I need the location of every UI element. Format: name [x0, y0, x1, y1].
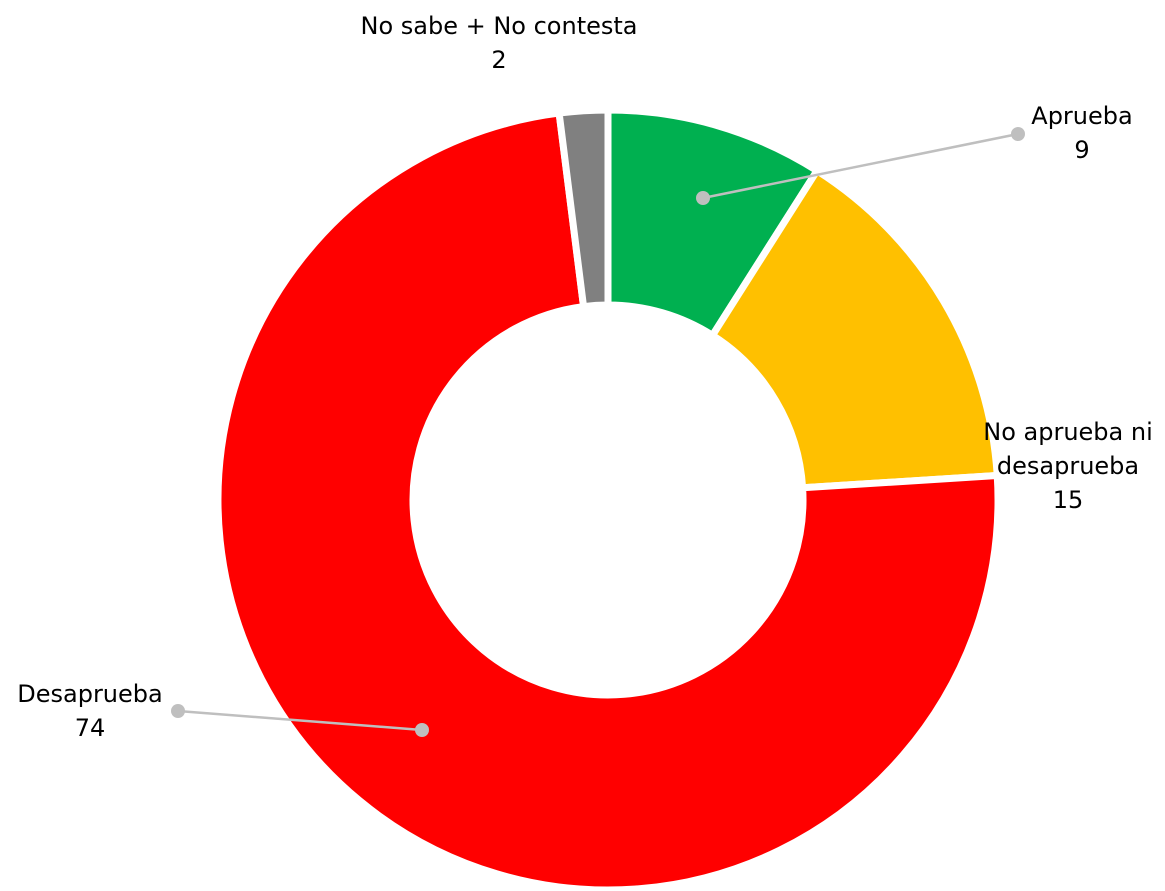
leader-lines — [171, 127, 1025, 737]
category-label-aprueba: Aprueba — [1031, 102, 1132, 130]
value-label-no-aprueba-ni-desaprueba: 15 — [1053, 486, 1084, 514]
value-label-no-sabe-no-contesta: 2 — [491, 46, 506, 74]
leader-dot-aprueba-end — [696, 191, 710, 205]
label-no-sabe-no-contesta: No sabe + No contesta 2 — [361, 12, 638, 74]
value-label-desaprueba: 74 — [75, 714, 106, 742]
slice-desaprueba — [214, 109, 1002, 891]
slice-no-aprueba-ni-desaprueba — [707, 165, 1001, 492]
label-desaprueba: Desaprueba 74 — [17, 680, 162, 742]
category-label-desaprueba: Desaprueba — [17, 680, 162, 708]
value-label-aprueba: 9 — [1074, 136, 1089, 164]
slice-no-sabe-no-contesta — [555, 106, 612, 311]
category-label-no-aprueba-ni-desaprueba: No aprueba ni — [983, 418, 1153, 446]
slice-labels: Aprueba 9 No aprueba ni desaprueba 15 Desapru… — [17, 12, 1152, 742]
donut-slices — [214, 106, 1002, 891]
leader-line-aprueba — [702, 132, 1019, 200]
label-no-aprueba-ni-desaprueba: No aprueba ni desaprueba 15 — [983, 418, 1153, 514]
leader-dot-desaprueba-start — [171, 704, 185, 718]
leader-line-desaprueba — [177, 709, 423, 732]
label-aprueba: Aprueba 9 — [1031, 102, 1132, 164]
category-label-no-aprueba-ni-desaprueba: desaprueba — [997, 452, 1139, 480]
leader-dot-desaprueba-end — [415, 723, 429, 737]
leader-dot-aprueba-start — [1011, 127, 1025, 141]
category-label-no-sabe-no-contesta: No sabe + No contesta — [361, 12, 638, 40]
